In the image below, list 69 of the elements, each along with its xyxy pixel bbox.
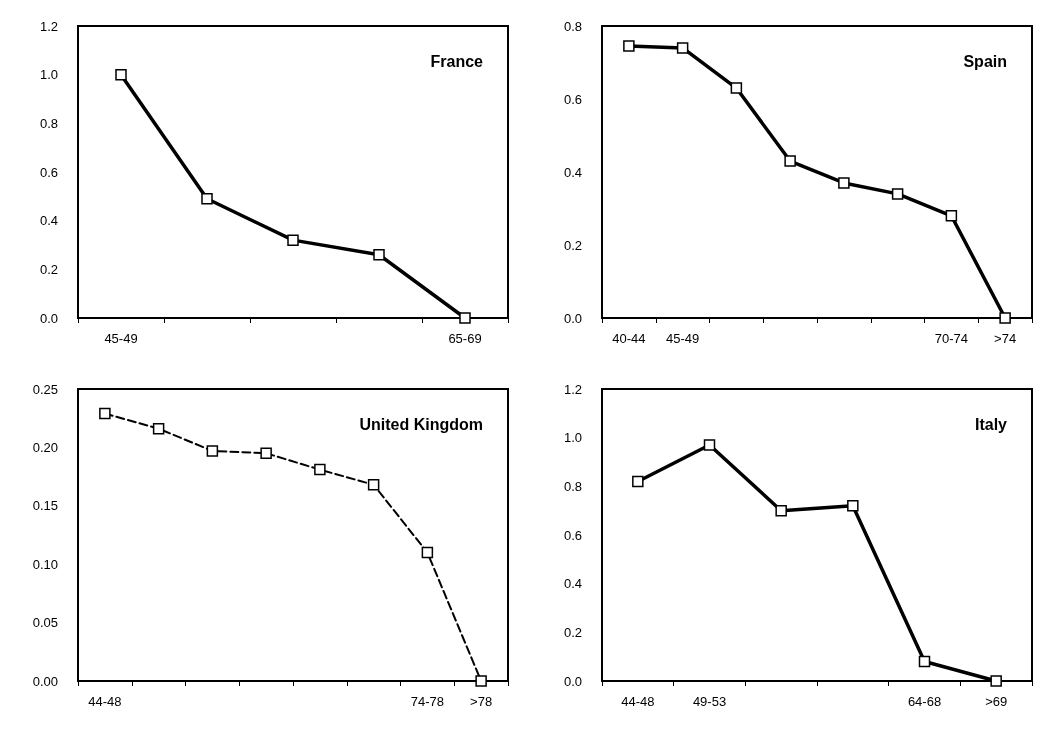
point [287, 234, 299, 246]
point [676, 42, 689, 54]
point [784, 155, 796, 167]
x-tick-label: 44-48 [88, 694, 122, 709]
y-tick-label: 0.8 [563, 18, 582, 34]
y-tick-label: 1.0 [563, 430, 582, 446]
y-tick-label: 0.6 [563, 527, 582, 543]
y-tick-label: 0.8 [39, 115, 58, 131]
point [775, 504, 787, 517]
x-tick-label: 65-69 [448, 331, 482, 346]
y-tick-label: 0.0 [563, 310, 582, 326]
x-tick-label: 70-74 [934, 331, 968, 346]
y-tick-label: 0.6 [563, 91, 582, 107]
point [847, 500, 859, 512]
y-tick-label: 0.8 [563, 478, 582, 494]
point [918, 655, 931, 668]
y-tick-label: 1.2 [39, 18, 58, 34]
point [703, 439, 716, 451]
y-tick-label: 0.10 [32, 556, 58, 572]
point [945, 210, 958, 222]
text: Italy [974, 415, 1008, 433]
y-tick-label: 0.05 [32, 615, 58, 631]
point [373, 248, 385, 261]
y-tick-label: 0.2 [563, 237, 582, 253]
text: France [430, 52, 484, 70]
point [623, 40, 635, 52]
text: Spain [963, 52, 1007, 70]
point [99, 407, 111, 420]
point [152, 422, 165, 435]
point [260, 447, 272, 459]
x-tick-label: 45-49 [104, 331, 138, 346]
x-tick-label: 49-53 [692, 694, 727, 709]
point [891, 188, 904, 200]
x-tick-label: 40-44 [612, 331, 646, 346]
y-tick-label: 0.00 [32, 673, 58, 689]
point [206, 445, 219, 457]
y-tick-label: 0.15 [32, 498, 58, 514]
x-tick-label: 44-48 [621, 694, 655, 709]
y-tick-label: 0.0 [563, 673, 582, 689]
point [730, 82, 743, 94]
y-tick-label: 1.0 [39, 67, 58, 83]
y-tick-label: 0.20 [32, 439, 58, 455]
point [421, 546, 434, 559]
point [201, 193, 213, 205]
y-tick-label: 0.4 [39, 213, 58, 229]
text: United Kingdom [359, 415, 484, 433]
y-tick-label: 0.2 [563, 624, 582, 640]
point [999, 312, 1011, 324]
x-tick-label: 64-68 [907, 694, 942, 709]
point [990, 675, 1002, 687]
y-tick-label: 0.0 [39, 310, 58, 326]
x-tick-label: >69 [985, 694, 1008, 709]
point [314, 463, 326, 476]
y-tick-label: 0.6 [39, 164, 58, 180]
x-tick-label: 74-78 [410, 694, 444, 709]
point [367, 479, 380, 491]
point [475, 675, 487, 687]
point [459, 312, 471, 324]
x-tick-label: 45-49 [666, 331, 700, 346]
point [115, 68, 127, 81]
y-tick-label: 0.4 [563, 576, 582, 592]
y-tick-label: 0.25 [32, 381, 58, 397]
x-tick-label: >74 [994, 331, 1017, 346]
y-tick-label: 0.4 [563, 164, 582, 180]
x-tick-label: >78 [470, 694, 493, 709]
point [838, 177, 850, 189]
point [632, 475, 644, 488]
y-tick-label: 1.2 [563, 381, 582, 397]
y-tick-label: 0.2 [39, 261, 58, 277]
